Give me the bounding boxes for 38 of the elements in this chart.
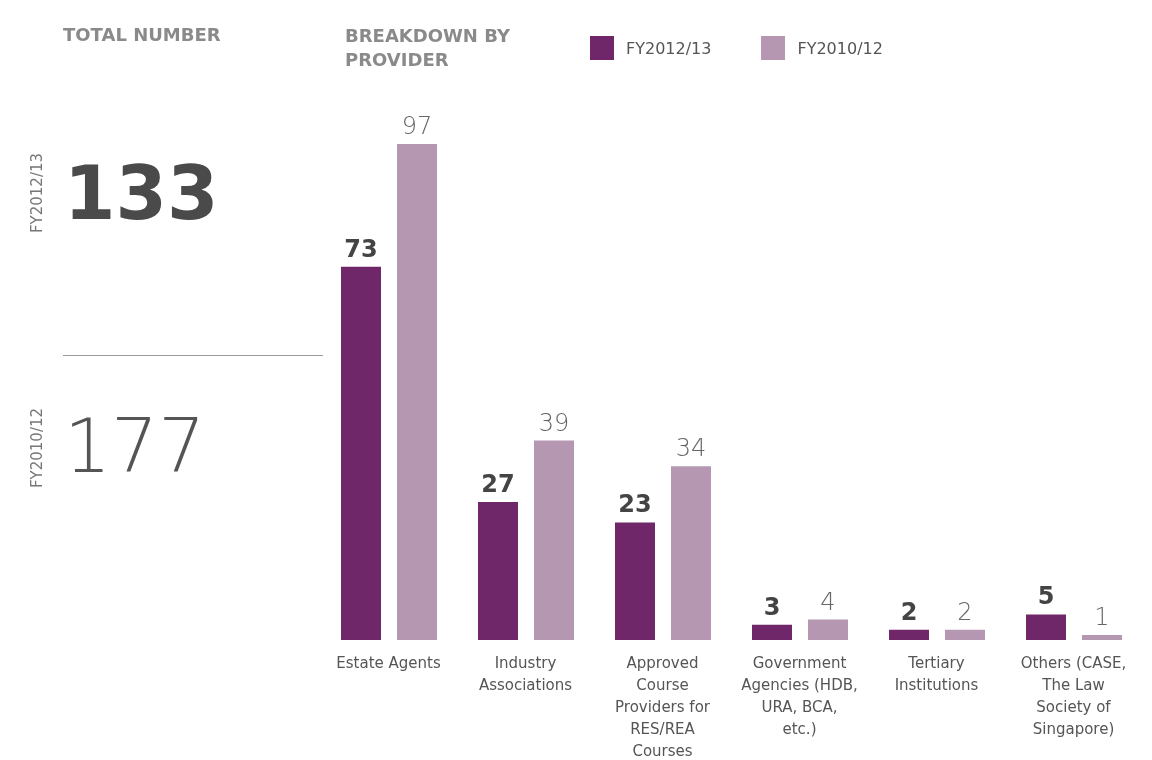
data-label: 39 [538, 408, 570, 437]
data-label: 23 [618, 490, 652, 519]
data-label: 34 [675, 434, 707, 463]
bar [1026, 614, 1066, 640]
x-tick-label: Approved Course Providers for RES/REA Courses [615, 654, 711, 760]
category-label: FY2010/12 [28, 407, 47, 489]
bar [889, 629, 929, 640]
legend-label: FY2010/12 [797, 38, 883, 58]
bar [1082, 634, 1122, 640]
text: TOTAL NUMBER [63, 24, 221, 45]
chart-title: BREAKDOWN BY PROVIDER [345, 24, 511, 72]
data-label: 133 [64, 149, 219, 238]
data-label: 27 [481, 469, 515, 498]
data-label: 2 [900, 597, 918, 626]
category-label: FY2012/13 [28, 152, 47, 234]
bar [945, 629, 985, 640]
legend-label: FY2012/13 [626, 38, 712, 58]
x-tick-label: Others (CASE, The Law Society of Singapore) [1020, 654, 1127, 738]
x-tick-label: Estate Agents [336, 654, 441, 672]
data-label: 3 [763, 592, 781, 621]
bar [615, 522, 655, 640]
bar [397, 144, 437, 640]
x-tick-label: Tertiary Institutions [894, 654, 979, 694]
bar [752, 624, 792, 640]
data-label: 73 [344, 234, 378, 263]
data-label: 5 [1037, 582, 1055, 611]
bar [341, 266, 381, 640]
data-label: 97 [401, 112, 433, 140]
data-label: 177 [64, 402, 206, 491]
x-tick-label: Government Agencies (HDB, URA, BCA, etc.) [741, 654, 858, 738]
bar [478, 501, 518, 640]
bar [671, 466, 711, 640]
bar [808, 619, 848, 640]
data-label: 1 [1094, 602, 1110, 631]
data-label: 2 [957, 597, 973, 626]
x-tick-label: Industry Associations [478, 654, 573, 694]
data-label: 4 [820, 587, 836, 616]
bar [534, 440, 574, 640]
